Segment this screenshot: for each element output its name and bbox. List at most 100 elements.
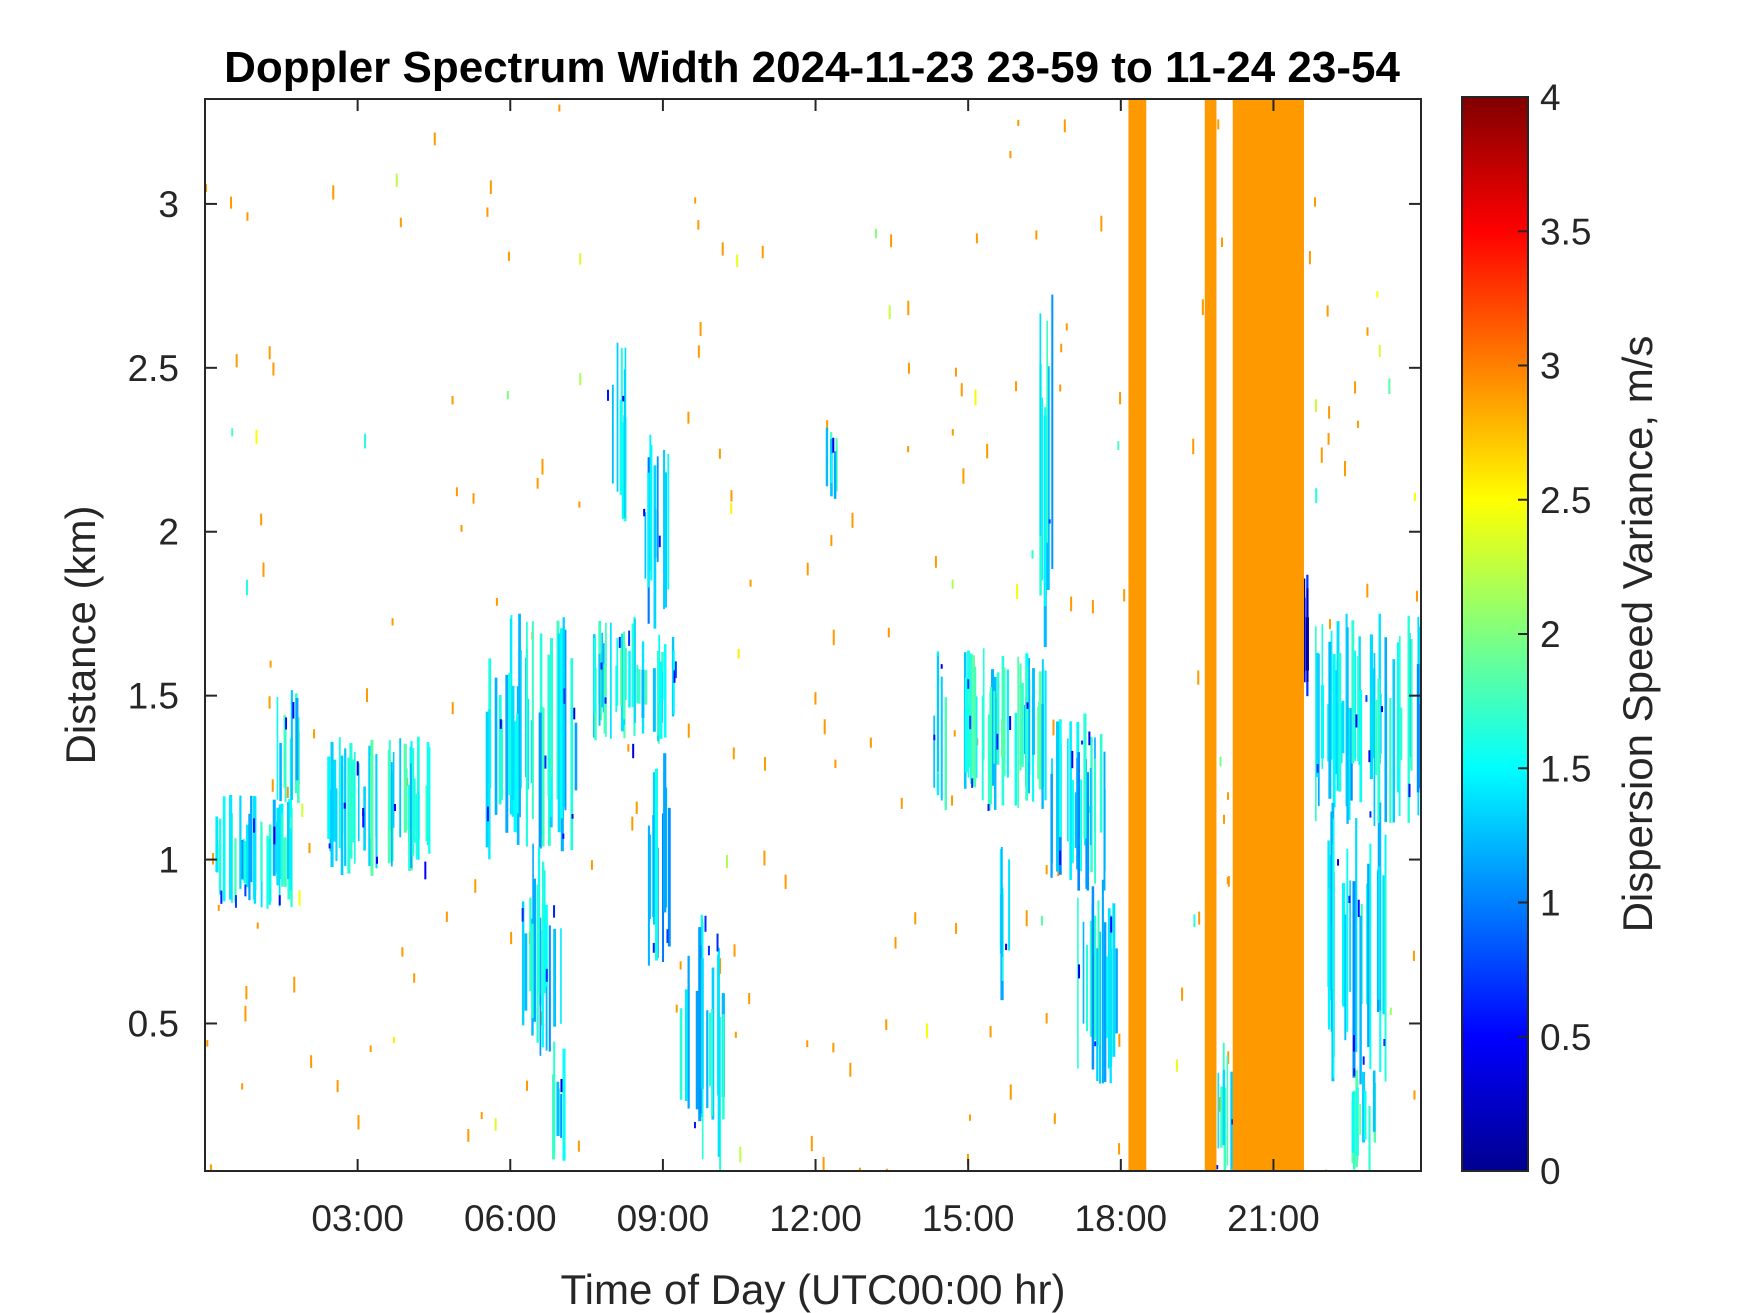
echo-streak <box>1023 704 1027 755</box>
noise-speckle <box>235 354 238 368</box>
noise-speckle <box>474 879 477 893</box>
echo-streak <box>426 742 430 846</box>
echo-streak <box>1362 1071 1365 1143</box>
noise-speckle <box>399 217 402 228</box>
noise-speckle <box>1314 399 1317 412</box>
echo-streak-low <box>545 968 548 982</box>
noise-speckle <box>907 362 910 374</box>
noise-speckle <box>1313 197 1316 207</box>
noise-speckle <box>486 207 489 217</box>
echo-streak <box>1305 617 1309 671</box>
noise-speckle <box>1378 344 1381 357</box>
noise-speckle <box>635 801 638 814</box>
echo-streak <box>1089 767 1092 846</box>
noise-speckle <box>806 1040 809 1048</box>
noise-speckle <box>255 429 258 445</box>
noise-speckle <box>1035 230 1038 240</box>
echo-streak <box>1328 641 1332 799</box>
noise-speckle <box>874 228 877 239</box>
echo-region <box>276 690 300 818</box>
noise-speckle <box>699 322 702 337</box>
echo-streak-low <box>652 942 655 953</box>
echo-streak-low <box>362 807 365 817</box>
echo-streak <box>408 795 412 871</box>
echo-streak <box>519 649 522 789</box>
noise-speckle <box>1025 910 1028 927</box>
noise-speckle <box>495 597 498 606</box>
echo-streak <box>1008 859 1011 951</box>
echo-streak <box>1220 1086 1223 1148</box>
echo-streak-low <box>560 1078 563 1093</box>
echo-streak <box>1359 1104 1361 1135</box>
echo-streak-low <box>375 856 378 864</box>
echo-streak <box>1407 615 1410 823</box>
noise-speckle <box>1009 1084 1012 1100</box>
echo-region <box>999 846 1011 1001</box>
noise-speckle <box>460 524 463 532</box>
echo-streak <box>1086 772 1090 891</box>
echo-streak <box>982 648 985 760</box>
echo-streak <box>1115 948 1118 1034</box>
echo-region <box>607 342 627 522</box>
echo-streak-low <box>693 1121 696 1129</box>
echo-streak <box>539 917 542 1056</box>
echo-streak <box>1041 703 1044 809</box>
echo-streak <box>695 990 699 1110</box>
echo-streak <box>700 958 704 1090</box>
noise-speckle <box>364 433 367 449</box>
echo-streak <box>516 713 519 814</box>
echo-streak <box>631 623 635 708</box>
noise-speckle <box>694 197 697 204</box>
echo-streak <box>619 399 622 495</box>
echo-streak <box>1382 875 1385 1015</box>
noise-speckle <box>1017 119 1020 126</box>
noise-speckle <box>1123 589 1126 602</box>
echo-streak <box>403 743 407 833</box>
noise-speckle <box>1222 814 1225 824</box>
echo-streak <box>1341 700 1345 754</box>
echo-streak <box>335 788 338 862</box>
noise-speckle <box>822 1156 825 1171</box>
noise-speckle <box>1389 1007 1392 1015</box>
echo-streak-low <box>278 895 281 906</box>
echo-region <box>521 843 562 1056</box>
noise-speckle <box>579 253 582 265</box>
echo-streak <box>655 768 658 961</box>
noise-speckle <box>1343 461 1346 477</box>
echo-streak <box>518 613 521 818</box>
echo-streak-low <box>1369 811 1372 818</box>
echo-streak-low <box>328 843 331 849</box>
noise-speckle <box>445 911 448 922</box>
noise-speckle <box>395 173 398 187</box>
echo-streak <box>352 759 355 843</box>
echo-streak <box>278 804 281 907</box>
echo-streak <box>989 687 992 805</box>
echo-streak <box>562 1048 566 1161</box>
echo-streak <box>648 834 652 919</box>
colorbar-tick-label: 0.5 <box>1540 1017 1591 1058</box>
noise-speckle <box>1065 323 1068 331</box>
echo-streak <box>1025 666 1029 801</box>
noise-speckle <box>1354 381 1357 394</box>
y-tick-label: 2 <box>158 512 179 553</box>
echo-streak <box>556 1081 560 1136</box>
noise-speckle <box>953 730 956 737</box>
saturated-column <box>1232 99 1304 1171</box>
noise-speckle <box>890 234 893 248</box>
echo-streak <box>250 795 253 883</box>
echo-region <box>1039 294 1054 647</box>
echo-streak <box>295 697 299 781</box>
heatmap-layer <box>205 99 1421 1171</box>
echo-streak-low <box>1365 695 1368 702</box>
echo-streak <box>1039 313 1042 536</box>
colorbar-tick-label: 1.5 <box>1540 748 1591 789</box>
echo-streak-low <box>707 945 710 956</box>
noise-speckle <box>851 512 854 528</box>
echo-streak <box>388 740 391 831</box>
echo-streak <box>1089 920 1093 1037</box>
noise-speckle <box>286 786 289 798</box>
noise-speckle <box>467 1129 470 1142</box>
echo-streak <box>276 697 279 800</box>
noise-speckle <box>1412 950 1415 961</box>
noise-speckle <box>1366 583 1369 598</box>
